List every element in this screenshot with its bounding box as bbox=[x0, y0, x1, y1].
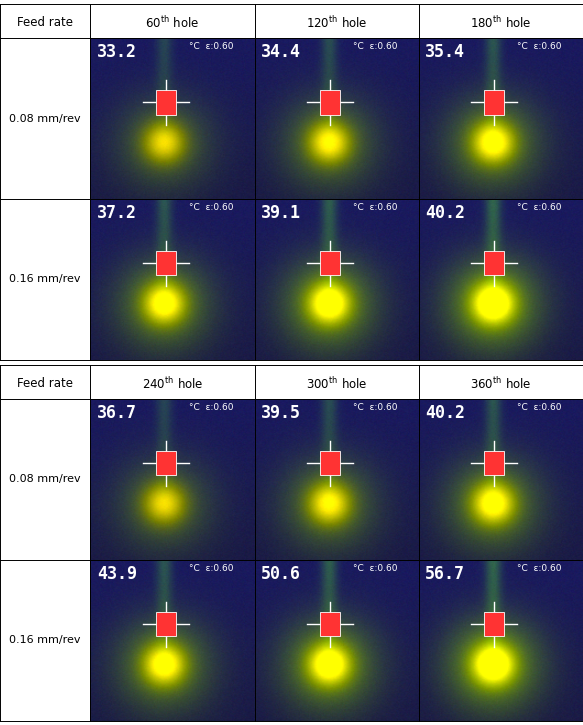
Bar bbox=[156, 612, 175, 637]
Text: 300$^{\mathregular{th}}$ hole: 300$^{\mathregular{th}}$ hole bbox=[306, 376, 367, 392]
Text: 0.08 mm/rev: 0.08 mm/rev bbox=[9, 474, 81, 484]
Bar bbox=[484, 612, 504, 637]
Text: Feed rate: Feed rate bbox=[17, 17, 73, 30]
Bar bbox=[484, 91, 504, 115]
Text: °C  ε:0.60: °C ε:0.60 bbox=[353, 203, 398, 212]
Text: 0.08 mm/rev: 0.08 mm/rev bbox=[9, 114, 81, 123]
Text: °C  ε:0.60: °C ε:0.60 bbox=[189, 564, 233, 573]
Text: 40.2: 40.2 bbox=[426, 404, 465, 422]
Text: 56.7: 56.7 bbox=[426, 565, 465, 583]
Bar bbox=[484, 451, 504, 476]
Bar bbox=[320, 612, 340, 637]
Text: °C  ε:0.60: °C ε:0.60 bbox=[517, 42, 562, 51]
Bar bbox=[320, 252, 340, 276]
Text: 360$^{\mathregular{th}}$ hole: 360$^{\mathregular{th}}$ hole bbox=[470, 376, 532, 392]
Text: °C  ε:0.60: °C ε:0.60 bbox=[353, 403, 398, 412]
Text: °C  ε:0.60: °C ε:0.60 bbox=[189, 203, 233, 212]
Bar bbox=[320, 91, 340, 115]
Text: 60$^{\mathregular{th}}$ hole: 60$^{\mathregular{th}}$ hole bbox=[145, 15, 199, 31]
Bar bbox=[320, 451, 340, 476]
Text: 39.5: 39.5 bbox=[261, 404, 301, 422]
Text: 50.6: 50.6 bbox=[261, 565, 301, 583]
Text: 240$^{\mathregular{th}}$ hole: 240$^{\mathregular{th}}$ hole bbox=[142, 376, 203, 392]
Bar bbox=[156, 252, 175, 276]
Bar bbox=[484, 252, 504, 276]
Text: 33.2: 33.2 bbox=[97, 43, 137, 61]
Text: °C  ε:0.60: °C ε:0.60 bbox=[353, 42, 398, 51]
Text: 35.4: 35.4 bbox=[426, 43, 465, 61]
Text: 43.9: 43.9 bbox=[97, 565, 137, 583]
Text: °C  ε:0.60: °C ε:0.60 bbox=[189, 403, 233, 412]
Text: 0.16 mm/rev: 0.16 mm/rev bbox=[9, 635, 81, 645]
Text: Feed rate: Feed rate bbox=[17, 377, 73, 390]
Text: °C  ε:0.60: °C ε:0.60 bbox=[517, 564, 562, 573]
Text: °C  ε:0.60: °C ε:0.60 bbox=[189, 42, 233, 51]
Bar bbox=[156, 451, 175, 476]
Text: 40.2: 40.2 bbox=[426, 204, 465, 222]
Text: 0.16 mm/rev: 0.16 mm/rev bbox=[9, 275, 81, 284]
Text: °C  ε:0.60: °C ε:0.60 bbox=[517, 203, 562, 212]
Text: 34.4: 34.4 bbox=[261, 43, 301, 61]
Text: °C  ε:0.60: °C ε:0.60 bbox=[517, 403, 562, 412]
Text: 120$^{\mathregular{th}}$ hole: 120$^{\mathregular{th}}$ hole bbox=[306, 15, 367, 31]
Bar bbox=[156, 91, 175, 115]
Text: 39.1: 39.1 bbox=[261, 204, 301, 222]
Text: 37.2: 37.2 bbox=[97, 204, 137, 222]
Text: 36.7: 36.7 bbox=[97, 404, 137, 422]
Text: 180$^{\mathregular{th}}$ hole: 180$^{\mathregular{th}}$ hole bbox=[470, 15, 532, 31]
Text: °C  ε:0.60: °C ε:0.60 bbox=[353, 564, 398, 573]
